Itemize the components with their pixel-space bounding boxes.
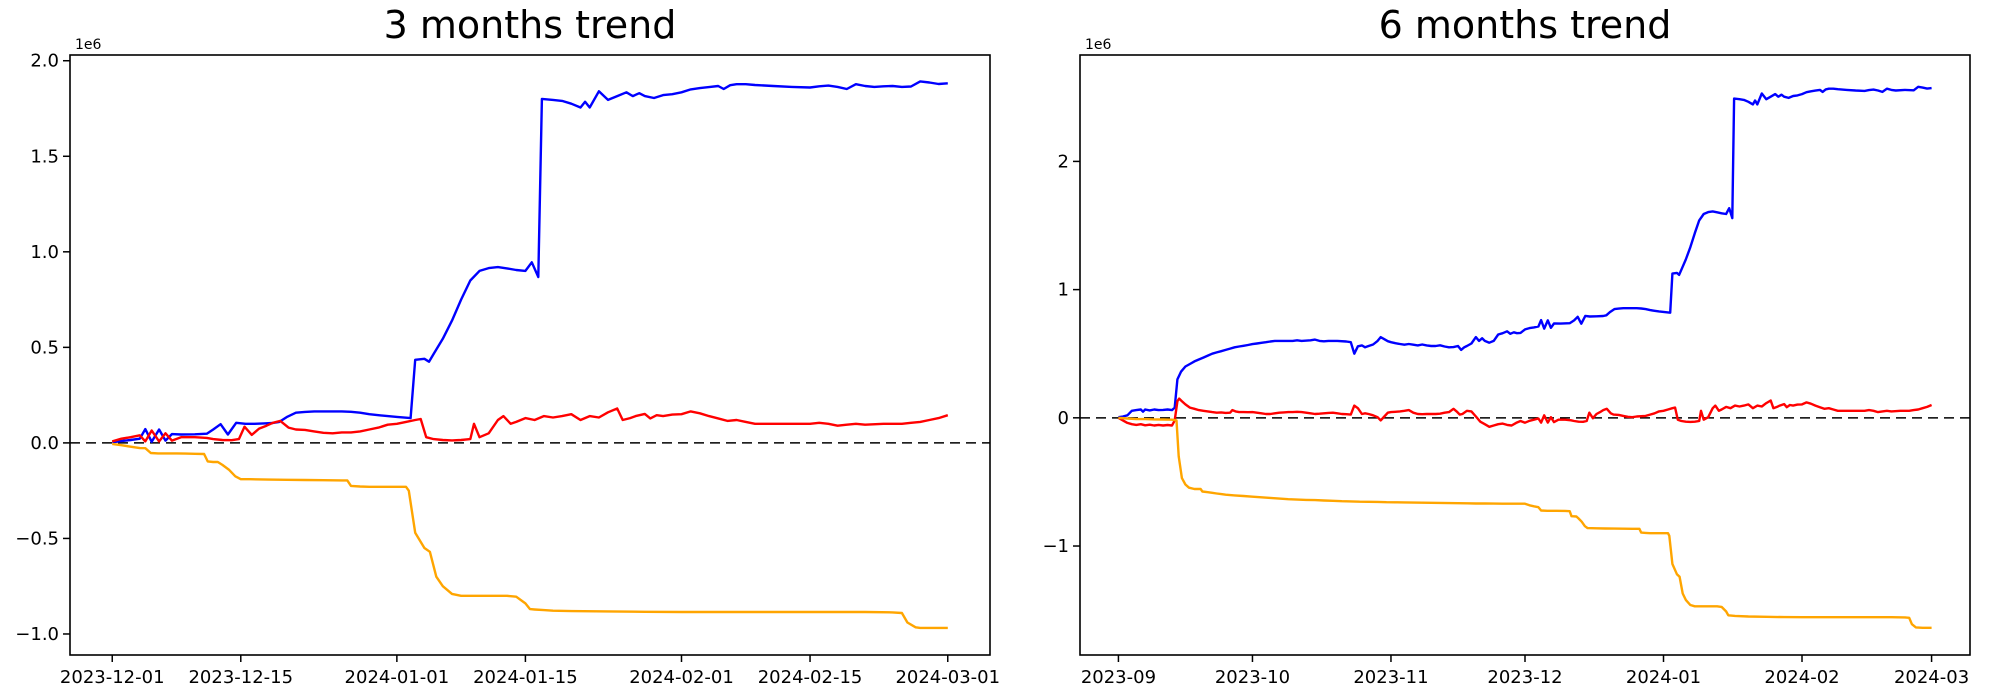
y-tick-label: 0.5 (30, 337, 59, 358)
y-tick-label: 1.0 (30, 242, 59, 263)
x-tick-label: 2024-02-15 (758, 667, 863, 688)
y-tick-label: 1 (1058, 280, 1069, 301)
x-tick-label: 2023-12-01 (60, 667, 165, 688)
x-tick-label: 2024-01-15 (473, 667, 578, 688)
orange-line (1118, 416, 1932, 629)
x-tick-label: 2024-01-01 (345, 667, 450, 688)
y-tick-label: 0.0 (30, 433, 59, 454)
axis-offset-label: 1e6 (75, 37, 102, 53)
y-tick-label: 2 (1058, 151, 1069, 172)
x-tick-label: 2023-12 (1487, 667, 1562, 688)
x-tick-label: 2024-02 (1764, 667, 1839, 688)
plot-title: 6 months trend (1379, 3, 1672, 47)
red-line (1117, 397, 1933, 428)
y-tick-label: −1.0 (15, 624, 59, 645)
y-tick-label: 0 (1058, 408, 1069, 429)
subplot-3-months-trend: 2023-12-01 2023-12-15 2024-01-01 2024-01-15… (15, 3, 1000, 688)
axes-frame (1079, 54, 1971, 656)
axis-offset-label: 1e6 (1085, 37, 1112, 53)
axes-frame (69, 54, 991, 656)
y-tick-label: 2.0 (30, 51, 59, 72)
x-tick-label: 2024-02-01 (629, 667, 734, 688)
orange-line (112, 442, 948, 630)
blue-line (112, 80, 948, 444)
x-tick-label: 2023-12-15 (188, 667, 293, 688)
x-tick-label: 2023-10 (1215, 667, 1290, 688)
x-tick-label: 2024-03 (1894, 667, 1969, 688)
subplot-6-months-trend: 2023-09 2023-10 2023-11 2023-12 2024-01 2024-… (1042, 3, 1971, 688)
x-tick-label: 2024-01 (1626, 667, 1701, 688)
x-tick-label: 2023-09 (1081, 667, 1156, 688)
y-tick-label: −0.5 (15, 528, 59, 549)
y-tick-label: −1 (1042, 536, 1069, 557)
y-tick-label: 1.5 (30, 146, 59, 167)
x-tick-label: 2024-03-01 (895, 667, 1000, 688)
blue-line (1118, 85, 1932, 419)
x-tick-label: 2023-11 (1353, 667, 1428, 688)
red-line (111, 407, 949, 443)
plot-title: 3 months trend (384, 3, 677, 47)
